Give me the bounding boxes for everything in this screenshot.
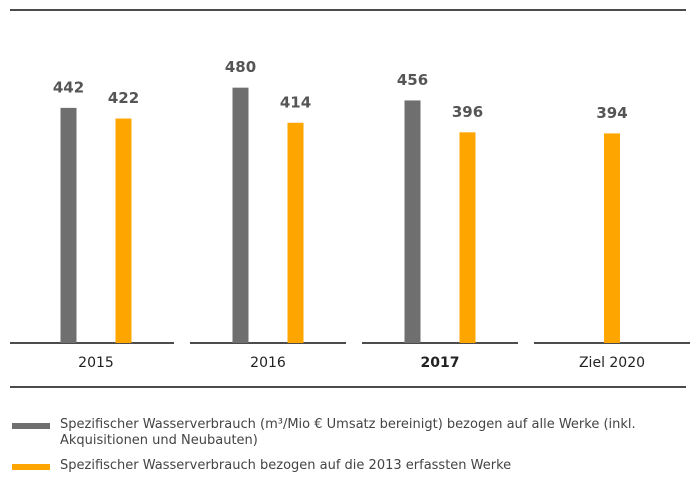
x-tick-label: 2016 (250, 355, 286, 371)
value-label: 394 (596, 104, 627, 122)
legend-label: Spezifischer Wasserverbrauch bezogen auf… (60, 458, 512, 473)
value-label: 422 (108, 89, 139, 107)
bar (404, 100, 421, 344)
x-tick-label: Ziel 2020 (579, 355, 645, 371)
chart: 2015 442 422 2016 480 414 2017 456 396 Ziel 2020 3… (10, 9, 690, 388)
legend-label: Spezifischer Wasserverbrauch (m³/Mio € U… (60, 417, 636, 448)
legend-swatch (12, 464, 50, 470)
legend-swatch (12, 423, 50, 429)
bar (115, 118, 132, 343)
bar (604, 133, 620, 343)
value-label: 396 (452, 103, 483, 121)
bar (60, 107, 77, 343)
legend-item: Spezifischer Wasserverbrauch bezogen auf… (12, 458, 682, 474)
legend-item: Spezifischer Wasserverbrauch (m³/Mio € U… (12, 417, 682, 449)
value-label: 414 (280, 93, 311, 111)
x-tick-label: 2017 (421, 355, 460, 371)
bar (232, 87, 249, 343)
value-label: 456 (397, 71, 428, 89)
value-label: 442 (53, 78, 84, 96)
value-label: 480 (225, 58, 256, 76)
bar (459, 132, 476, 343)
x-tick-label: 2015 (78, 355, 114, 371)
bar (287, 122, 304, 343)
